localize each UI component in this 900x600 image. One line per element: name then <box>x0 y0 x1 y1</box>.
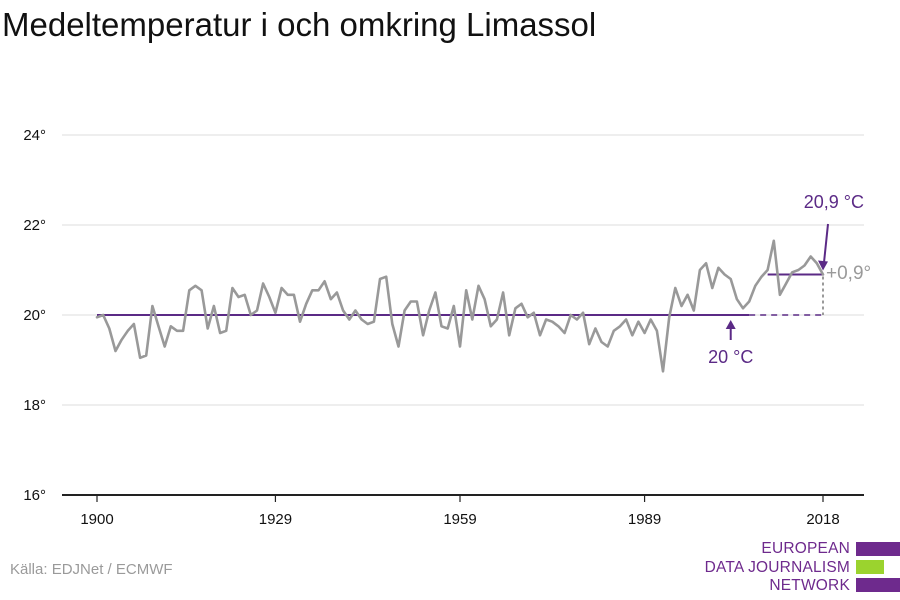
difference-label: +0,9° <box>826 263 871 284</box>
recent-label: 20,9 °C <box>804 192 864 212</box>
annotation-labels: 20 °C 20,9 °C +0,9° <box>708 192 871 367</box>
logo-bar-3 <box>856 578 900 592</box>
x-tick-label: 1989 <box>628 511 661 528</box>
x-tick-label: 1959 <box>443 511 476 528</box>
x-tick-label: 1900 <box>80 511 113 528</box>
y-tick-label: 20° <box>23 307 46 324</box>
y-tick-label: 18° <box>23 397 46 414</box>
chart-title: Medeltemperatur i och omkring Limassol <box>2 6 597 43</box>
logo-bar-2 <box>856 560 884 574</box>
baseline-label: 20 °C <box>708 347 753 367</box>
recent-arrow-shaft <box>823 223 829 263</box>
line-chart: 16° 18° 20° 22° 24° 1900 1929 1959 1989 2018 20 … <box>23 127 871 528</box>
edjnet-logo: EUROPEAN DATA JOURNALISM NETWORK <box>700 540 900 596</box>
y-axis-ticks: 16° 18° 20° 22° 24° <box>23 127 46 504</box>
baseline-arrow-head <box>725 320 736 329</box>
x-tick-label: 2018 <box>806 511 839 528</box>
logo-line-3: NETWORK <box>769 577 850 594</box>
source-note: Källa: EDJNet / ECMWF <box>10 561 173 578</box>
y-tick-label: 24° <box>23 127 46 144</box>
y-tick-label: 22° <box>23 217 46 234</box>
recent-arrow-head <box>818 260 828 271</box>
y-tick-label: 16° <box>23 487 46 504</box>
series-layer <box>95 239 825 373</box>
x-tick-label: 1929 <box>259 511 292 528</box>
logo-bar-1 <box>856 542 900 556</box>
temperature-series-line <box>95 239 825 373</box>
logo-line-2: DATA JOURNALISM <box>704 559 850 576</box>
x-axis-ticks: 1900 1929 1959 1989 2018 <box>80 495 840 528</box>
logo-line-1: EUROPEAN <box>761 540 850 557</box>
